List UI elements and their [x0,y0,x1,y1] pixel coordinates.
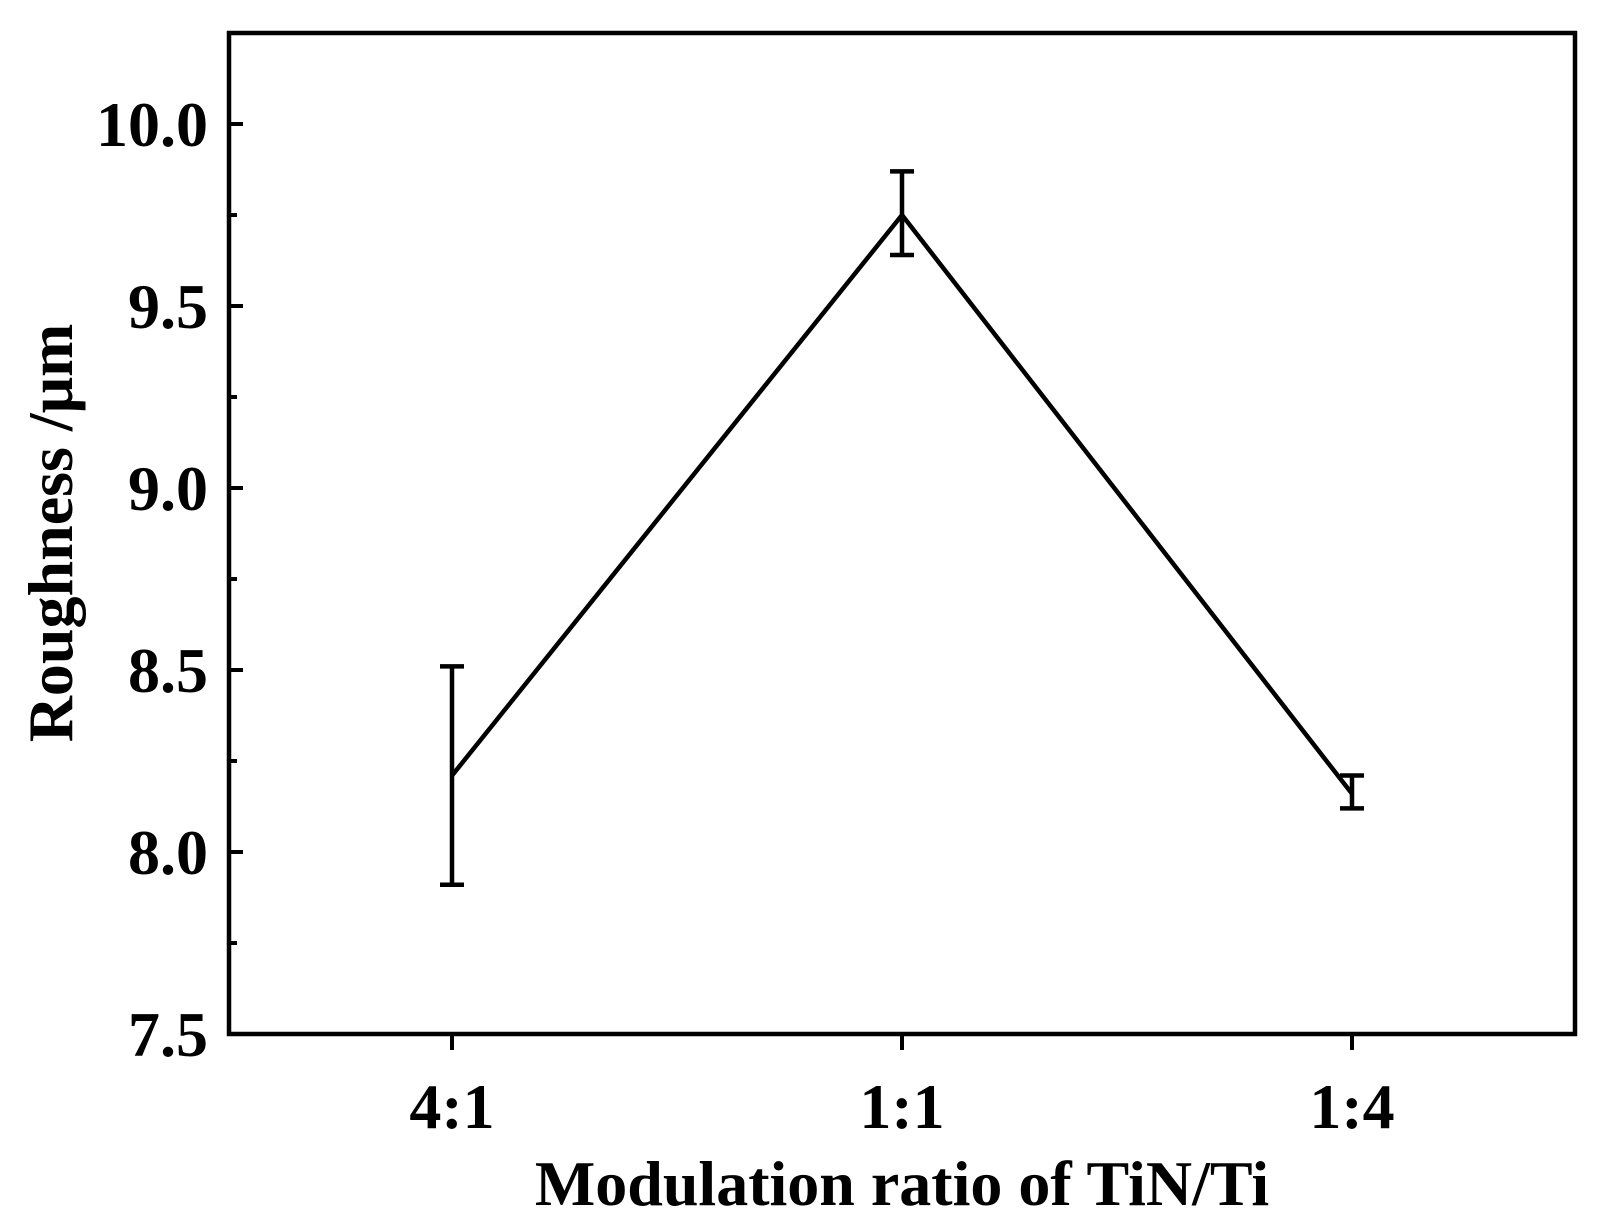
y-tick-label: 7.5 [128,999,208,1070]
y-tick-label: 8.0 [128,817,208,888]
y-tick-label: 10.0 [96,89,208,160]
y-tick-label: 8.5 [128,635,208,706]
series-line [450,211,1354,796]
x-tick-label: 1:4 [1309,1071,1394,1142]
x-tick-label: 1:1 [859,1071,944,1142]
y-axis-title: Roughness /μm [15,324,86,743]
x-tick-label: 4:1 [409,1071,494,1142]
y-axis-ticks: 7.5 8.0 8.5 9.0 9.5 10.0 [96,31,243,1070]
x-axis-title: Modulation ratio of TiN/Ti [535,1148,1269,1219]
series-group [440,169,1364,888]
x-axis-ticks: 4:1 1:1 1:4 [409,1034,1395,1142]
y-tick-label: 9.5 [128,271,208,342]
y-tick-label: 9.0 [128,453,208,524]
